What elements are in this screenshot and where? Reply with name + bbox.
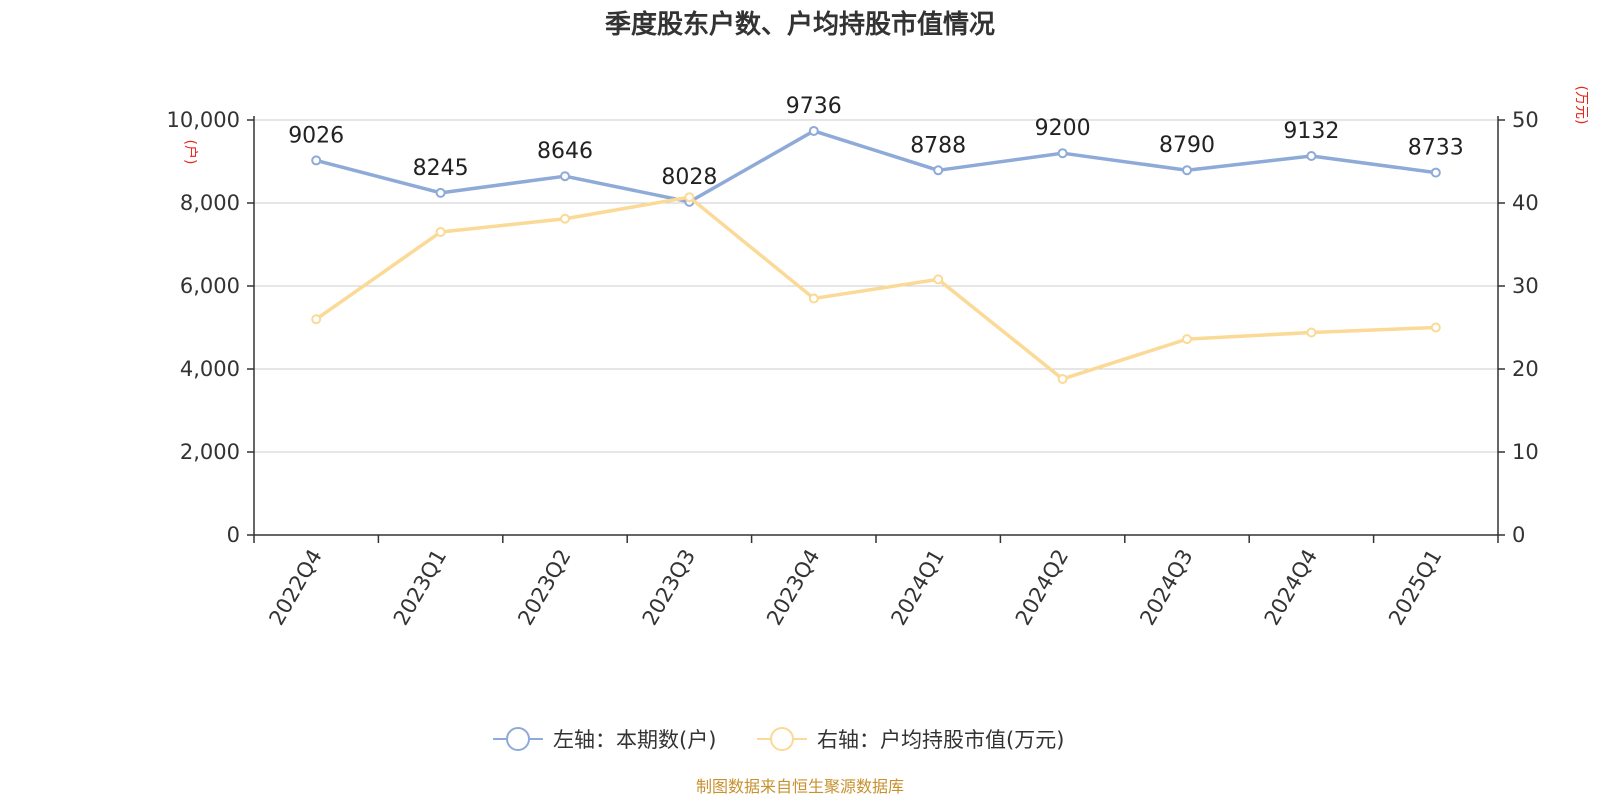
data-point-series-1 (311, 155, 322, 166)
left-tick-label: 2,000 (180, 440, 240, 464)
source-note: 制图数据来自恒生聚源数据库 (696, 777, 904, 796)
data-point-series-2 (933, 274, 944, 285)
data-point-series-1 (560, 171, 570, 182)
axes: 0 0 2,000 10 4,000 20 6,000 30 8,000 40 10,000 50 (户… (167, 86, 1589, 630)
data-point-series-2 (1057, 373, 1068, 384)
right-tick-label: 10 (1512, 440, 1539, 464)
data-point-series-2 (684, 192, 695, 203)
data-label: 8245 (413, 156, 469, 181)
gridlines (254, 119, 1498, 453)
data-label: 9026 (288, 123, 344, 148)
x-tick-label: 2025Q1 (1384, 545, 1446, 629)
legend-label: 右轴：户均持股市值(万元) (817, 728, 1064, 752)
right-tick-label: 0 (1512, 523, 1525, 547)
data-point-series-1 (933, 165, 944, 176)
data-label: 9132 (1283, 119, 1339, 144)
data-point-series-1 (1182, 165, 1192, 176)
legend-item-2[interactable]: 右轴：户均持股市值(万元) (757, 727, 1064, 752)
x-tick-label: 2024Q1 (886, 545, 948, 629)
data-point-series-2 (808, 293, 819, 304)
right-tick-label: 30 (1512, 274, 1539, 298)
legend: 左轴：本期数(户) 右轴：户均持股市值(万元) (493, 727, 1064, 752)
data-label: 8788 (910, 133, 966, 158)
left-tick-label: 6,000 (180, 274, 240, 298)
x-tick-label: 2023Q3 (638, 545, 700, 629)
right-tick-label: 40 (1512, 191, 1539, 215)
x-tick-label: 2024Q4 (1260, 545, 1322, 629)
left-tick-label: 10,000 (167, 108, 240, 132)
data-point-series-2 (435, 227, 446, 238)
x-tick-label: 2023Q2 (513, 545, 575, 629)
data-point-series-2 (1182, 334, 1192, 345)
data-point-series-2 (1430, 322, 1441, 333)
x-tick-label: 2024Q2 (1011, 545, 1073, 629)
data-point-series-2 (560, 213, 570, 224)
data-point-series-2 (1306, 327, 1317, 338)
data-label: 8733 (1408, 136, 1464, 161)
data-point-series-1 (1306, 151, 1317, 162)
left-tick-label: 0 (227, 523, 240, 547)
data-label: 9200 (1035, 116, 1091, 141)
x-tick-label: 2023Q1 (389, 545, 451, 629)
left-tick-label: 4,000 (180, 357, 240, 381)
legend-marker (506, 727, 530, 751)
right-axis-unit: (万元) (1573, 86, 1589, 125)
data-point-series-1 (435, 187, 446, 198)
series-layer: 9026 8245 8646 8028 9736 8788 9200 8790 9132 8733 (288, 94, 1464, 384)
x-tick-label: 2024Q3 (1135, 545, 1197, 629)
data-point-series-1 (1057, 148, 1068, 159)
series-line-2 (315, 195, 1436, 381)
data-label: 8790 (1159, 133, 1215, 158)
data-label: 9736 (786, 94, 842, 119)
legend-item-1[interactable]: 左轴：本期数(户) (493, 727, 716, 752)
left-axis-unit: (户) (182, 140, 199, 165)
x-tick-label: 2022Q4 (264, 545, 326, 629)
left-tick-label: 8,000 (180, 191, 240, 215)
data-point-series-1 (808, 125, 819, 136)
data-point-series-2 (311, 314, 322, 325)
x-tick-label: 2023Q4 (762, 545, 824, 629)
chart-title: 季度股东户数、户均持股市值情况 (605, 9, 995, 40)
legend-label: 左轴：本期数(户) (553, 728, 716, 752)
series-line-1 (315, 129, 1437, 204)
data-point-series-1 (1430, 167, 1441, 178)
data-label: 8646 (537, 139, 593, 164)
right-tick-label: 20 (1512, 357, 1539, 381)
legend-marker (770, 727, 794, 751)
data-label: 8028 (661, 165, 717, 190)
right-tick-label: 50 (1512, 108, 1539, 132)
